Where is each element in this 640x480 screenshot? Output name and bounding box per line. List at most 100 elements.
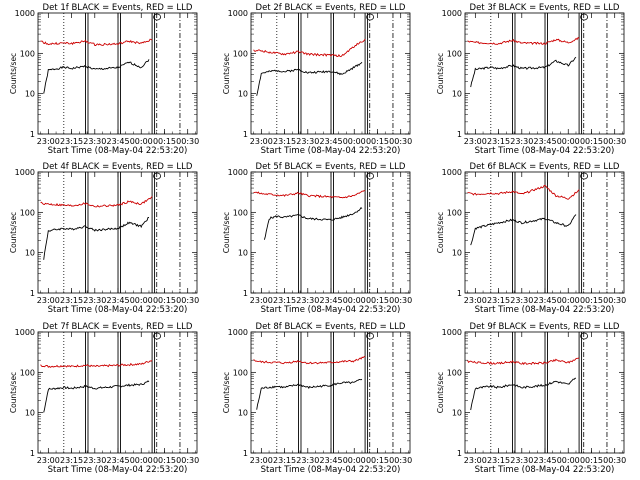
- chart-panel-7: Det 7f BLACK = Events, RED = LLD 1 10 100 10…: [9, 322, 199, 475]
- chart-panel-5: Det 5f BLACK = Events, RED = LLD 1 10 100 10…: [222, 162, 412, 315]
- lld-series-line: [253, 38, 366, 58]
- x-tick-label: 00:30: [389, 296, 412, 305]
- plot-frame: [464, 171, 625, 294]
- chart-panel-1: Det 1f BLACK = Events, RED = LLD 1 10 100 10…: [9, 3, 199, 156]
- x-axis-label: Start Time (08-May-04 22:53:20): [261, 465, 401, 475]
- events-series-line: [263, 207, 363, 240]
- plot-frame: [464, 331, 625, 454]
- x-tick-label: 23:45: [533, 137, 556, 146]
- lld-series-line: [467, 184, 580, 200]
- y-tick-label: 1: [243, 130, 248, 139]
- y-tick-label: 100: [20, 208, 35, 217]
- y-axis-label: Counts/sec: [222, 53, 231, 94]
- y-tick-label: 1000: [15, 168, 35, 177]
- plot-frame: [250, 171, 411, 294]
- x-tick-label: 00:00: [557, 137, 580, 146]
- x-tick-label: 00:00: [343, 137, 366, 146]
- y-axis-label: Counts/sec: [9, 53, 18, 94]
- y-axis-label: Counts/sec: [436, 212, 445, 253]
- marker-annotation-symbol: [366, 13, 374, 21]
- chart-title: Det 9f BLACK = Events, RED = LLD: [470, 322, 620, 332]
- x-tick-label: 23:00: [250, 137, 273, 146]
- x-tick-label: 23:30: [83, 137, 106, 146]
- marker-annotation-symbol: [580, 13, 588, 21]
- x-tick-label: 23:00: [37, 137, 60, 146]
- y-axis-label: Counts/sec: [436, 53, 445, 94]
- x-tick-label: 23:30: [510, 137, 533, 146]
- x-tick-label: 00:30: [603, 296, 626, 305]
- chart-panel-4: Det 4f BLACK = Events, RED = LLD 1 10 100 10…: [9, 162, 199, 315]
- x-tick-label: 23:30: [510, 296, 533, 305]
- x-tick-label: 23:15: [60, 137, 83, 146]
- x-tick-label: 23:15: [273, 137, 296, 146]
- x-tick-label: 23:00: [37, 456, 60, 465]
- y-tick-label: 1000: [15, 9, 35, 18]
- chart-panel-6: Det 6f BLACK = Events, RED = LLD 1 10 100 10…: [436, 162, 626, 315]
- marker-annotation-symbol: [153, 13, 161, 21]
- x-axis-label: Start Time (08-May-04 22:53:20): [261, 146, 401, 156]
- y-tick-label: 10: [452, 249, 462, 258]
- x-tick-label: 00:30: [176, 456, 199, 465]
- chart-title: Det 6f BLACK = Events, RED = LLD: [470, 162, 620, 172]
- x-axis-label: Start Time (08-May-04 22:53:20): [48, 146, 188, 156]
- x-tick-label: 23:15: [487, 296, 510, 305]
- x-tick-label: 00:00: [557, 296, 580, 305]
- x-tick-label: 23:00: [464, 137, 487, 146]
- x-tick-label: 23:45: [106, 456, 129, 465]
- events-series-line: [43, 59, 150, 94]
- y-tick-label: 10: [25, 90, 35, 99]
- x-tick-label: 23:15: [487, 137, 510, 146]
- y-tick-label: 1000: [15, 328, 35, 337]
- marker-annotation-symbol: [366, 172, 374, 180]
- x-tick-label: 00:30: [176, 137, 199, 146]
- x-tick-label: 23:30: [296, 456, 319, 465]
- y-tick-label: 100: [447, 368, 462, 377]
- plot-frame: [250, 331, 411, 454]
- y-tick-label: 1: [30, 289, 35, 298]
- x-tick-label: 23:45: [319, 296, 342, 305]
- lld-series-line: [467, 357, 580, 366]
- x-tick-label: 23:15: [273, 296, 296, 305]
- x-tick-label: 00:00: [557, 456, 580, 465]
- x-tick-label: 23:45: [533, 296, 556, 305]
- plot-frame: [37, 171, 198, 294]
- y-tick-label: 10: [238, 90, 248, 99]
- y-axis-label: Counts/sec: [222, 372, 231, 413]
- events-series-line: [43, 217, 150, 260]
- x-tick-label: 00:15: [580, 296, 603, 305]
- chart-panel-9: Det 9f BLACK = Events, RED = LLD 1 10 100 10…: [436, 322, 626, 475]
- x-tick-label: 23:00: [464, 296, 487, 305]
- marker-annotation-symbol: [580, 332, 588, 340]
- x-tick-label: 00:15: [366, 137, 389, 146]
- x-tick-label: 23:15: [487, 456, 510, 465]
- y-tick-label: 10: [238, 409, 248, 418]
- y-tick-label: 100: [233, 368, 248, 377]
- chart-title: Det 5f BLACK = Events, RED = LLD: [256, 162, 406, 172]
- x-tick-label: 23:45: [106, 296, 129, 305]
- y-tick-label: 10: [25, 249, 35, 258]
- x-axis-label: Start Time (08-May-04 22:53:20): [475, 146, 615, 156]
- y-tick-label: 1: [457, 449, 462, 458]
- y-tick-label: 1000: [228, 9, 248, 18]
- x-tick-label: 23:45: [319, 456, 342, 465]
- events-series-line: [470, 214, 577, 246]
- y-tick-label: 1000: [228, 168, 248, 177]
- x-tick-label: 00:00: [130, 137, 153, 146]
- y-tick-label: 100: [233, 208, 248, 217]
- y-tick-label: 1000: [442, 9, 462, 18]
- chart-title: Det 4f BLACK = Events, RED = LLD: [43, 162, 193, 172]
- y-tick-label: 1: [243, 449, 248, 458]
- events-series-line: [256, 61, 363, 96]
- chart-panel-2: Det 2f BLACK = Events, RED = LLD 1 10 100 10…: [222, 3, 412, 156]
- x-tick-label: 00:15: [153, 456, 176, 465]
- y-axis-label: Counts/sec: [9, 212, 18, 253]
- x-tick-label: 00:00: [343, 456, 366, 465]
- chart-panel-8: Det 8f BLACK = Events, RED = LLD 1 10 100 10…: [222, 322, 412, 475]
- chart-panel-3: Det 3f BLACK = Events, RED = LLD 1 10 100 10…: [436, 3, 626, 156]
- lld-series-line: [40, 360, 153, 368]
- x-axis-label: Start Time (08-May-04 22:53:20): [48, 305, 188, 315]
- x-tick-label: 00:15: [153, 137, 176, 146]
- y-tick-label: 1000: [442, 168, 462, 177]
- lld-series-line: [40, 38, 153, 46]
- x-tick-label: 00:15: [153, 296, 176, 305]
